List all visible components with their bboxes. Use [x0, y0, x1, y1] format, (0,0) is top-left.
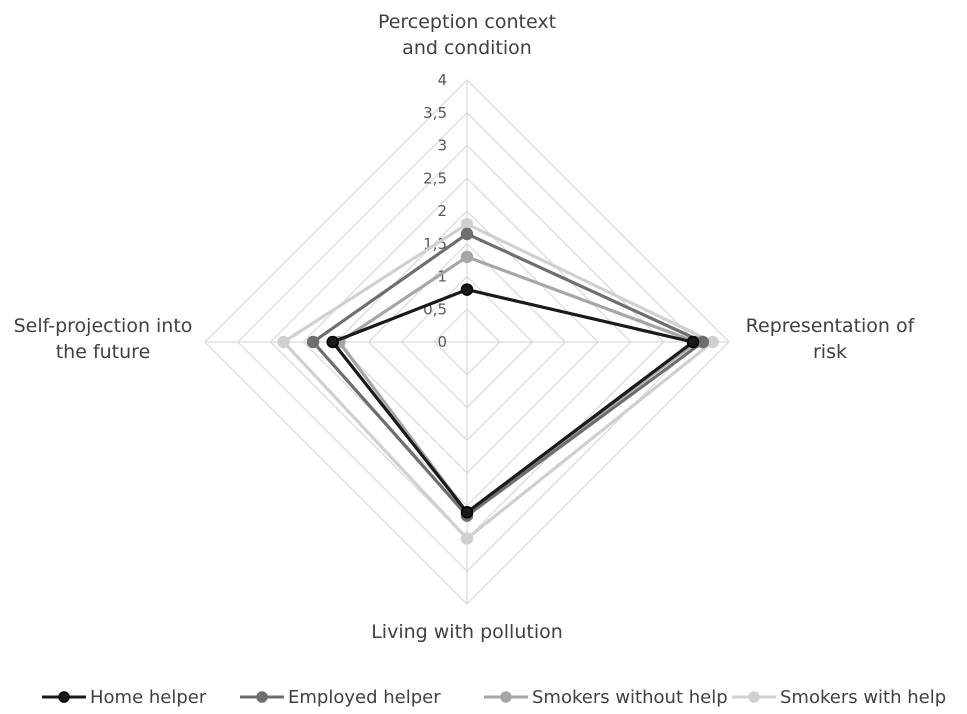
series-point [326, 335, 339, 349]
series-point [460, 506, 474, 519]
axis-labels: Perception context and condition Represent… [14, 11, 916, 643]
axis-label: Representation of [746, 315, 916, 337]
legend: Home helper Employed helper Smokers withou… [42, 687, 946, 708]
axis-label: the future [56, 341, 151, 363]
series-point [277, 335, 290, 349]
series-group [277, 217, 719, 545]
series-point [460, 283, 474, 296]
legend-swatch-marker [748, 691, 760, 703]
legend-entry: Home helper [90, 687, 207, 708]
series-point [460, 227, 474, 241]
axis-label: risk [813, 341, 847, 363]
legend-entry: Employed helper [288, 687, 441, 708]
legend-entry: Smokers with help [780, 687, 946, 708]
tick-label: 0 [437, 333, 447, 351]
series-point [460, 250, 474, 264]
legend-entry: Smokers without help [532, 687, 728, 708]
tick-label: 3 [437, 137, 447, 155]
series-line [311, 232, 705, 518]
axis-label: and condition [402, 37, 532, 59]
tick-label: 3,5 [423, 104, 447, 122]
tick-label: 4 [437, 71, 447, 89]
axis-label: Living with pollution [371, 621, 563, 643]
legend-swatch-marker [500, 691, 512, 703]
legend-swatch-marker [256, 691, 268, 703]
axis-label: Perception context [378, 11, 556, 33]
tick-label: 1 [437, 268, 447, 286]
series-point [460, 532, 474, 545]
legend-swatch-marker [58, 691, 70, 703]
axis-label: Self-projection into [14, 315, 193, 337]
tick-label: 2,5 [423, 169, 447, 187]
series-point [686, 335, 700, 349]
tick-label: 2 [437, 202, 447, 220]
series-point [306, 335, 320, 349]
